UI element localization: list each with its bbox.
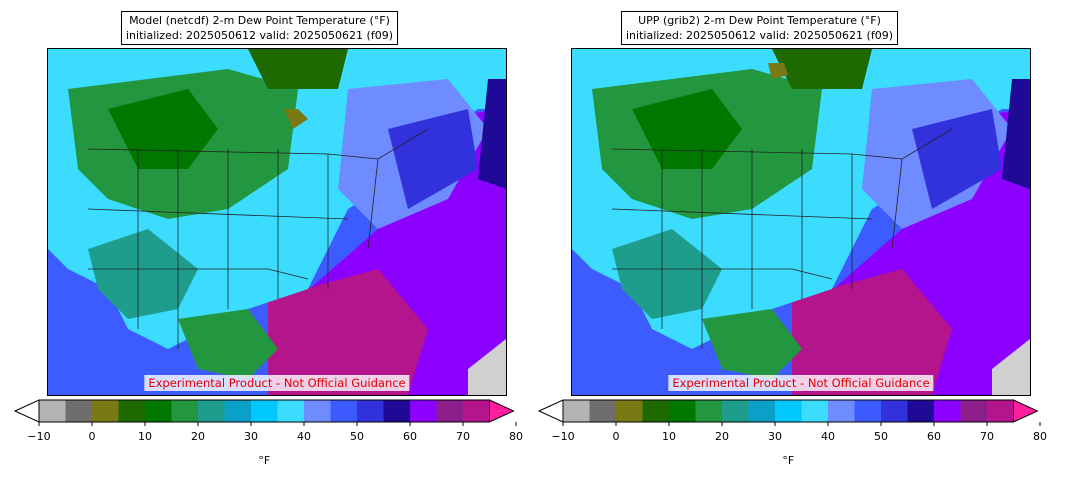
colorbar-tick-label: 60 <box>403 430 417 443</box>
experimental-watermark: Experimental Product - Not Official Guid… <box>144 375 410 391</box>
title-line-1: UPP (grib2) 2-m Dew Point Temperature (°… <box>638 14 881 27</box>
left-panel: Model (netcdf) 2-m Dew Point Temperature… <box>13 11 523 467</box>
colorbar-segment <box>330 400 358 422</box>
colorbar-segment <box>881 400 908 422</box>
colorbar-segment <box>934 400 961 422</box>
panel-title: UPP (grib2) 2-m Dew Point Temperature (°… <box>621 11 898 45</box>
colorbar-extend-min <box>13 399 40 423</box>
title-line-2: initialized: 2025050612 valid: 202505062… <box>626 29 893 42</box>
colorbar-segment <box>589 400 617 422</box>
colorbar-tick-label: 20 <box>715 430 729 443</box>
colorbar-tick-label: 30 <box>768 430 782 443</box>
colorbar-segment <box>383 400 411 422</box>
colorbar: −10 0 10 20 30 40 50 60 70 80 °F <box>12 398 542 480</box>
colorbar-unit-label: °F <box>782 454 794 467</box>
colorbar-tick-label: 20 <box>191 430 205 443</box>
colorbar-tick-label: 70 <box>980 430 994 443</box>
colorbar-tick-label: −10 <box>27 430 50 443</box>
colorbar-tick-label: 0 <box>613 430 620 443</box>
colorbar-tick-label: 80 <box>1033 430 1047 443</box>
colorbar-outline <box>562 399 1014 423</box>
colorbar-tick-label: 60 <box>927 430 941 443</box>
colorbar-segment <box>436 400 464 422</box>
colorbar-segment <box>92 400 119 422</box>
colorbar-segment <box>171 400 199 422</box>
colorbar-tick-label: 80 <box>509 430 523 443</box>
colorbar-segment <box>960 400 988 422</box>
colorbar-tick-label: 10 <box>138 430 152 443</box>
experimental-watermark: Experimental Product - Not Official Guid… <box>668 375 934 391</box>
colorbar-tick-label: 50 <box>350 430 364 443</box>
colorbar-segment <box>695 400 723 422</box>
colorbar-segment <box>118 400 146 422</box>
colorbar-tick-label: 50 <box>874 430 888 443</box>
colorbar-tick-label: 40 <box>821 430 835 443</box>
colorbar-segment <box>251 400 278 422</box>
colorbar-segment <box>669 400 696 422</box>
colorbar-segment <box>65 400 93 422</box>
colorbar-unit-label: °F <box>258 454 270 467</box>
panel-title: Model (netcdf) 2-m Dew Point Temperature… <box>121 11 398 45</box>
colorbar-segment <box>145 400 172 422</box>
colorbar-tick-label: 10 <box>662 430 676 443</box>
colorbar-segment <box>39 400 66 422</box>
title-line-2: initialized: 2025050612 valid: 202505062… <box>126 29 393 42</box>
colorbar-segment <box>907 400 935 422</box>
colorbar-segment <box>748 400 776 422</box>
colorbar-segment <box>224 400 252 422</box>
colorbar-svg: −10 0 10 20 30 40 50 60 70 80 °F <box>537 399 1047 467</box>
dew-point-map: Experimental Product - Not Official Guid… <box>571 48 1031 396</box>
title-line-1: Model (netcdf) 2-m Dew Point Temperature… <box>129 14 390 27</box>
colorbar-tick-label: 40 <box>297 430 311 443</box>
colorbar-segment <box>304 400 331 422</box>
colorbar-segment <box>801 400 829 422</box>
colorbar-tick-label: 30 <box>244 430 258 443</box>
colorbar-segment <box>828 400 855 422</box>
dew-point-map: Experimental Product - Not Official Guid… <box>47 48 507 396</box>
colorbar-extend-min <box>537 399 564 423</box>
colorbar-tick-label: 70 <box>456 430 470 443</box>
colorbar-tick-label: −10 <box>551 430 574 443</box>
colorbar-segment <box>277 400 305 422</box>
colorbar-segment <box>987 400 1014 422</box>
colorbar-segment <box>854 400 882 422</box>
colorbar: −10 0 10 20 30 40 50 60 70 80 °F <box>536 398 1066 480</box>
colorbar-segment <box>642 400 670 422</box>
colorbar-segment <box>463 400 490 422</box>
colorbar-segment <box>198 400 225 422</box>
colorbar-segment <box>357 400 384 422</box>
colorbar-extend-max <box>489 399 515 423</box>
right-panel: UPP (grib2) 2-m Dew Point Temperature (°… <box>524 0 1062 487</box>
colorbar-segment <box>563 400 590 422</box>
colorbar-tick-label: 0 <box>89 430 96 443</box>
colorbar-segment <box>410 400 437 422</box>
colorbar-outline <box>38 399 490 423</box>
colorbar-svg: −10 0 10 20 30 40 50 60 70 80 °F <box>13 399 523 467</box>
colorbar-segment <box>775 400 802 422</box>
colorbar-segment <box>616 400 643 422</box>
colorbar-extend-max <box>1013 399 1039 423</box>
colorbar-segment <box>722 400 749 422</box>
